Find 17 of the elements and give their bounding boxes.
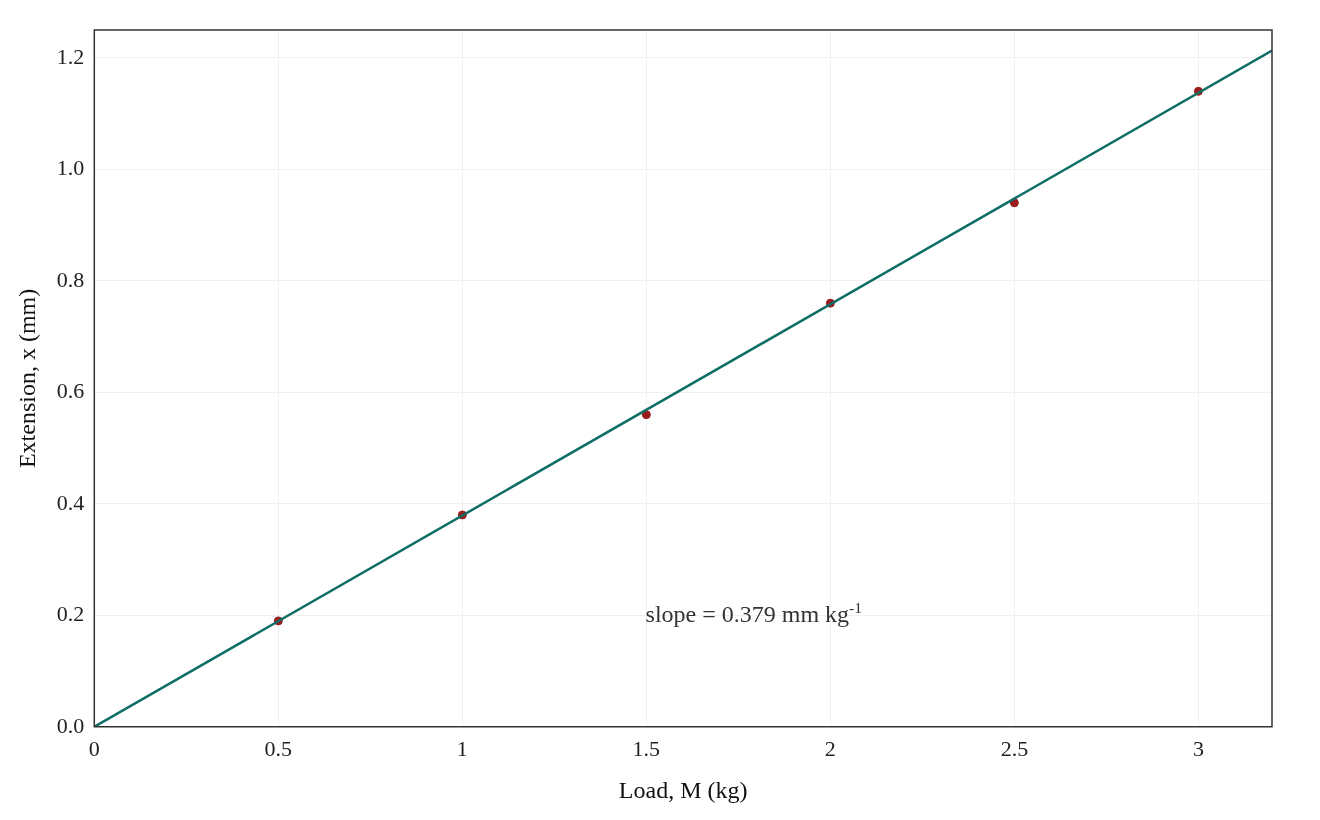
y-tick-label: 0.4 — [56, 489, 85, 515]
y-tick-label: 0.2 — [56, 601, 85, 627]
x-tick-label: 1.5 — [632, 735, 661, 761]
point — [641, 410, 651, 420]
x-tick-label: 0 — [88, 735, 100, 761]
x-tick-label: 0.5 — [264, 735, 293, 761]
y-axis-title: Extension, x (mm) — [13, 288, 40, 469]
x-tick-label: 1 — [456, 735, 468, 761]
x-axis-title: Load, M (kg) — [618, 776, 748, 803]
y-tick-label: 1.0 — [56, 155, 85, 181]
x-tick-label: 2 — [824, 735, 836, 761]
y-tick-label: 0.6 — [56, 378, 85, 404]
y-tick-label: 0.0 — [56, 712, 85, 738]
x-tick-label: 3 — [1192, 735, 1204, 761]
y-tick-label: 0.8 — [56, 266, 85, 292]
y-tick-label: 1.2 — [56, 43, 85, 69]
x-tick-label: 2.5 — [1000, 735, 1029, 761]
